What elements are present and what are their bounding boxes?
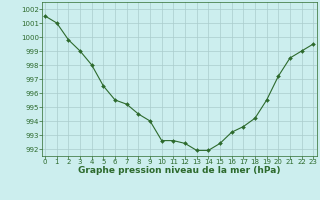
X-axis label: Graphe pression niveau de la mer (hPa): Graphe pression niveau de la mer (hPa)	[78, 166, 280, 175]
